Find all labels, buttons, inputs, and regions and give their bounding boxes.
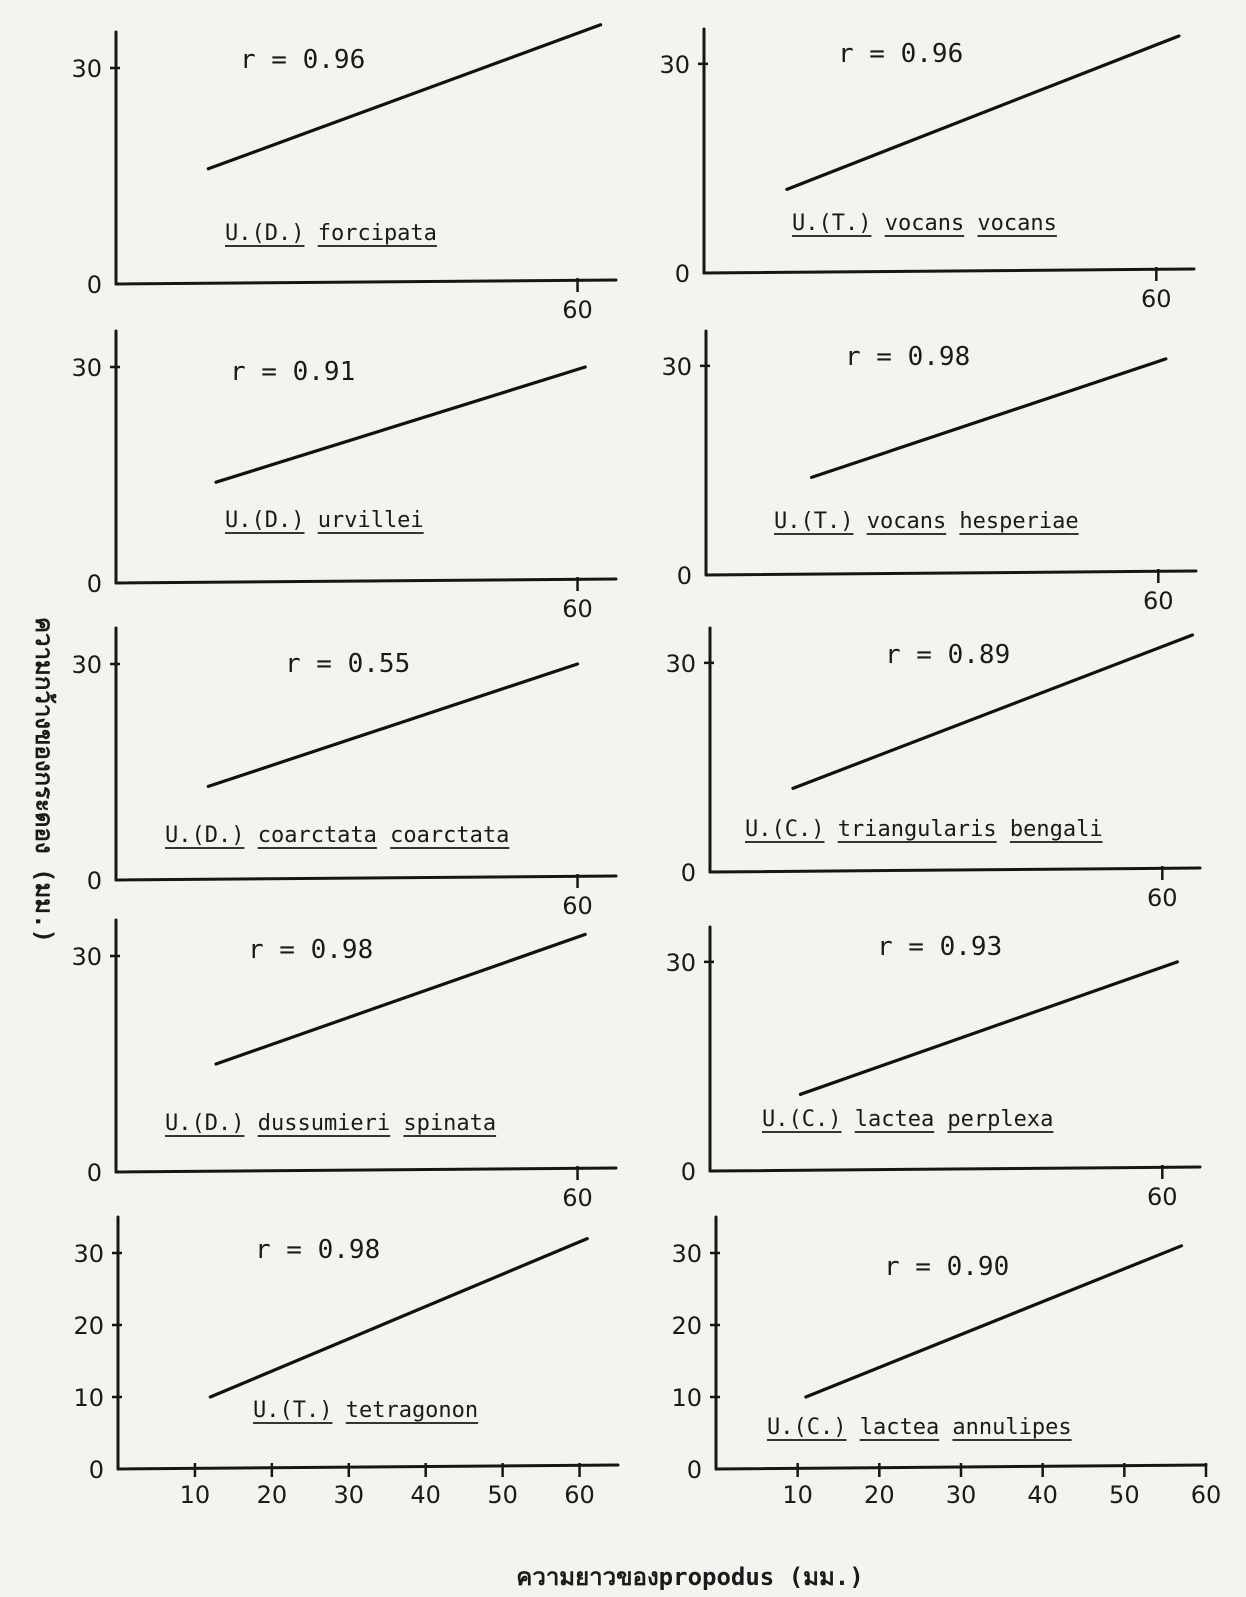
correlation-label: r = 0.96 bbox=[240, 45, 365, 75]
regression-line bbox=[214, 932, 587, 1066]
chart-panel-10: 0 10 20 30 10 20 30 40 50 60 r = 0.90 U.(C.) lactea… bbox=[671, 1215, 1222, 1509]
species-label: U.(T.) vocans hesperiae bbox=[774, 509, 1079, 534]
y-tick-label: 30 bbox=[71, 55, 102, 83]
x-tick-label: 60 bbox=[1191, 1481, 1222, 1509]
y-tick-label: 0 bbox=[89, 1456, 104, 1484]
chart-panel-9: 0 10 20 30 10 20 30 40 50 60 r = 0.98 U.(T.) tetrag… bbox=[73, 1215, 620, 1509]
chart-panel-8: 0 30 60 r = 0.93 U.(C.) lactea perplexa bbox=[665, 925, 1202, 1211]
x-tick-label: 10 bbox=[180, 1481, 211, 1509]
x-tick-label: 60 bbox=[562, 1184, 593, 1212]
y-tick-label: 30 bbox=[71, 943, 102, 971]
species-label: U.(D.) dussumieri spinata bbox=[165, 1111, 496, 1136]
chart-panel-1: 0 30 60 r = 0.96 U.(D.) forcipata bbox=[71, 23, 618, 324]
y-axis-title: ความกว้างของกระดอง (มม.) bbox=[30, 617, 58, 943]
regression-line bbox=[809, 357, 1168, 479]
x-tick-label: 20 bbox=[257, 1481, 288, 1509]
y-tick-label: 10 bbox=[671, 1384, 702, 1412]
x-axis bbox=[114, 1166, 618, 1174]
y-tick-label: 0 bbox=[87, 570, 102, 598]
y-tick-label: 30 bbox=[661, 353, 692, 381]
x-tick-label: 60 bbox=[1147, 884, 1178, 912]
correlation-label: r = 0.89 bbox=[885, 640, 1010, 670]
x-tick-label: 60 bbox=[562, 892, 593, 920]
species-label: U.(C.) lactea perplexa bbox=[762, 1107, 1053, 1132]
correlation-label: r = 0.90 bbox=[884, 1252, 1009, 1282]
x-axis bbox=[702, 267, 1196, 275]
y-tick-label: 20 bbox=[671, 1312, 702, 1340]
correlation-label: r = 0.98 bbox=[845, 342, 970, 372]
y-tick-label: 30 bbox=[671, 1240, 702, 1268]
y-tick-label: 30 bbox=[71, 651, 102, 679]
y-tick-label: 0 bbox=[87, 271, 102, 299]
correlation-label: r = 0.93 bbox=[877, 932, 1002, 962]
chart-panel-6: 0 30 60 r = 0.89 U.(C.) triangularis bengali bbox=[665, 626, 1202, 912]
x-axis bbox=[116, 1463, 620, 1471]
y-tick-label: 30 bbox=[71, 354, 102, 382]
y-tick-label: 0 bbox=[87, 1159, 102, 1187]
y-tick-label: 30 bbox=[73, 1240, 104, 1268]
regression-line bbox=[206, 23, 603, 171]
species-label: U.(D.) urvillei bbox=[225, 508, 424, 533]
x-tick-label: 60 bbox=[1141, 285, 1172, 313]
x-tick-label: 50 bbox=[1109, 1481, 1140, 1509]
correlation-label: r = 0.55 bbox=[285, 649, 410, 679]
x-tick-label: 30 bbox=[946, 1481, 977, 1509]
x-tick-label: 50 bbox=[487, 1481, 518, 1509]
y-tick-label: 0 bbox=[681, 859, 696, 887]
x-tick-label: 60 bbox=[1147, 1183, 1178, 1211]
chart-panel-7: 0 30 60 r = 0.98 U.(D.) dussumieri spinata bbox=[71, 918, 618, 1212]
x-tick-label: 40 bbox=[1027, 1481, 1058, 1509]
regression-line bbox=[804, 1244, 1184, 1399]
regression-line bbox=[208, 1236, 589, 1399]
y-tick-label: 0 bbox=[675, 260, 690, 288]
species-label: U.(C.) triangularis bengali bbox=[745, 817, 1103, 842]
species-label: U.(T.) tetragonon bbox=[253, 1398, 478, 1423]
correlation-label: r = 0.98 bbox=[248, 935, 373, 965]
x-axis bbox=[708, 1165, 1202, 1173]
species-label: U.(T.) vocans vocans bbox=[792, 211, 1057, 236]
regression-line bbox=[798, 960, 1179, 1096]
x-axis bbox=[114, 577, 618, 585]
panels-group: 0 30 60 r = 0.96 U.(D.) forcipata 0 30 60 r = 0.… bbox=[71, 23, 1222, 1509]
x-tick-label: 60 bbox=[1143, 587, 1174, 615]
y-tick-label: 10 bbox=[73, 1384, 104, 1412]
y-tick-label: 30 bbox=[665, 949, 696, 977]
regression-line bbox=[785, 34, 1181, 191]
chart-panel-2: 0 30 60 r = 0.96 U.(T.) vocans vocans bbox=[659, 27, 1196, 313]
x-axis-title: ความยาวของpropodus (มม.) bbox=[516, 1563, 863, 1591]
x-axis bbox=[704, 569, 1198, 577]
x-axis bbox=[708, 866, 1202, 874]
x-tick-label: 10 bbox=[782, 1481, 813, 1509]
species-label: U.(D.) forcipata bbox=[225, 221, 437, 246]
x-tick-label: 30 bbox=[333, 1481, 364, 1509]
correlation-label: r = 0.98 bbox=[255, 1235, 380, 1265]
x-tick-label: 20 bbox=[864, 1481, 895, 1509]
chart-panel-4: 0 30 60 r = 0.98 U.(T.) vocans hesperiae bbox=[661, 329, 1198, 615]
chart-panel-5: 0 30 60 r = 0.55 U.(D.) coarctata coarctata bbox=[71, 626, 618, 920]
species-label: U.(D.) coarctata coarctata bbox=[165, 823, 509, 848]
x-tick-label: 40 bbox=[410, 1481, 441, 1509]
x-tick-label: 60 bbox=[564, 1481, 595, 1509]
regression-line bbox=[214, 365, 587, 484]
y-tick-label: 20 bbox=[73, 1312, 104, 1340]
correlation-label: r = 0.96 bbox=[838, 39, 963, 69]
x-tick-label: 60 bbox=[562, 296, 593, 324]
x-tick-label: 60 bbox=[562, 595, 593, 623]
regression-line bbox=[206, 662, 580, 789]
y-tick-label: 30 bbox=[659, 51, 690, 79]
y-tick-label: 0 bbox=[681, 1158, 696, 1186]
regression-line bbox=[791, 633, 1195, 790]
y-tick-label: 0 bbox=[87, 867, 102, 895]
y-tick-label: 30 bbox=[665, 650, 696, 678]
x-axis bbox=[114, 874, 618, 882]
y-tick-label: 0 bbox=[687, 1456, 702, 1484]
x-axis bbox=[114, 278, 618, 286]
species-label: U.(C.) lactea annulipes bbox=[767, 1415, 1072, 1440]
chart-panel-3: 0 30 60 r = 0.91 U.(D.) urvillei bbox=[71, 329, 618, 623]
y-tick-label: 0 bbox=[677, 562, 692, 590]
correlation-label: r = 0.91 bbox=[230, 357, 355, 387]
